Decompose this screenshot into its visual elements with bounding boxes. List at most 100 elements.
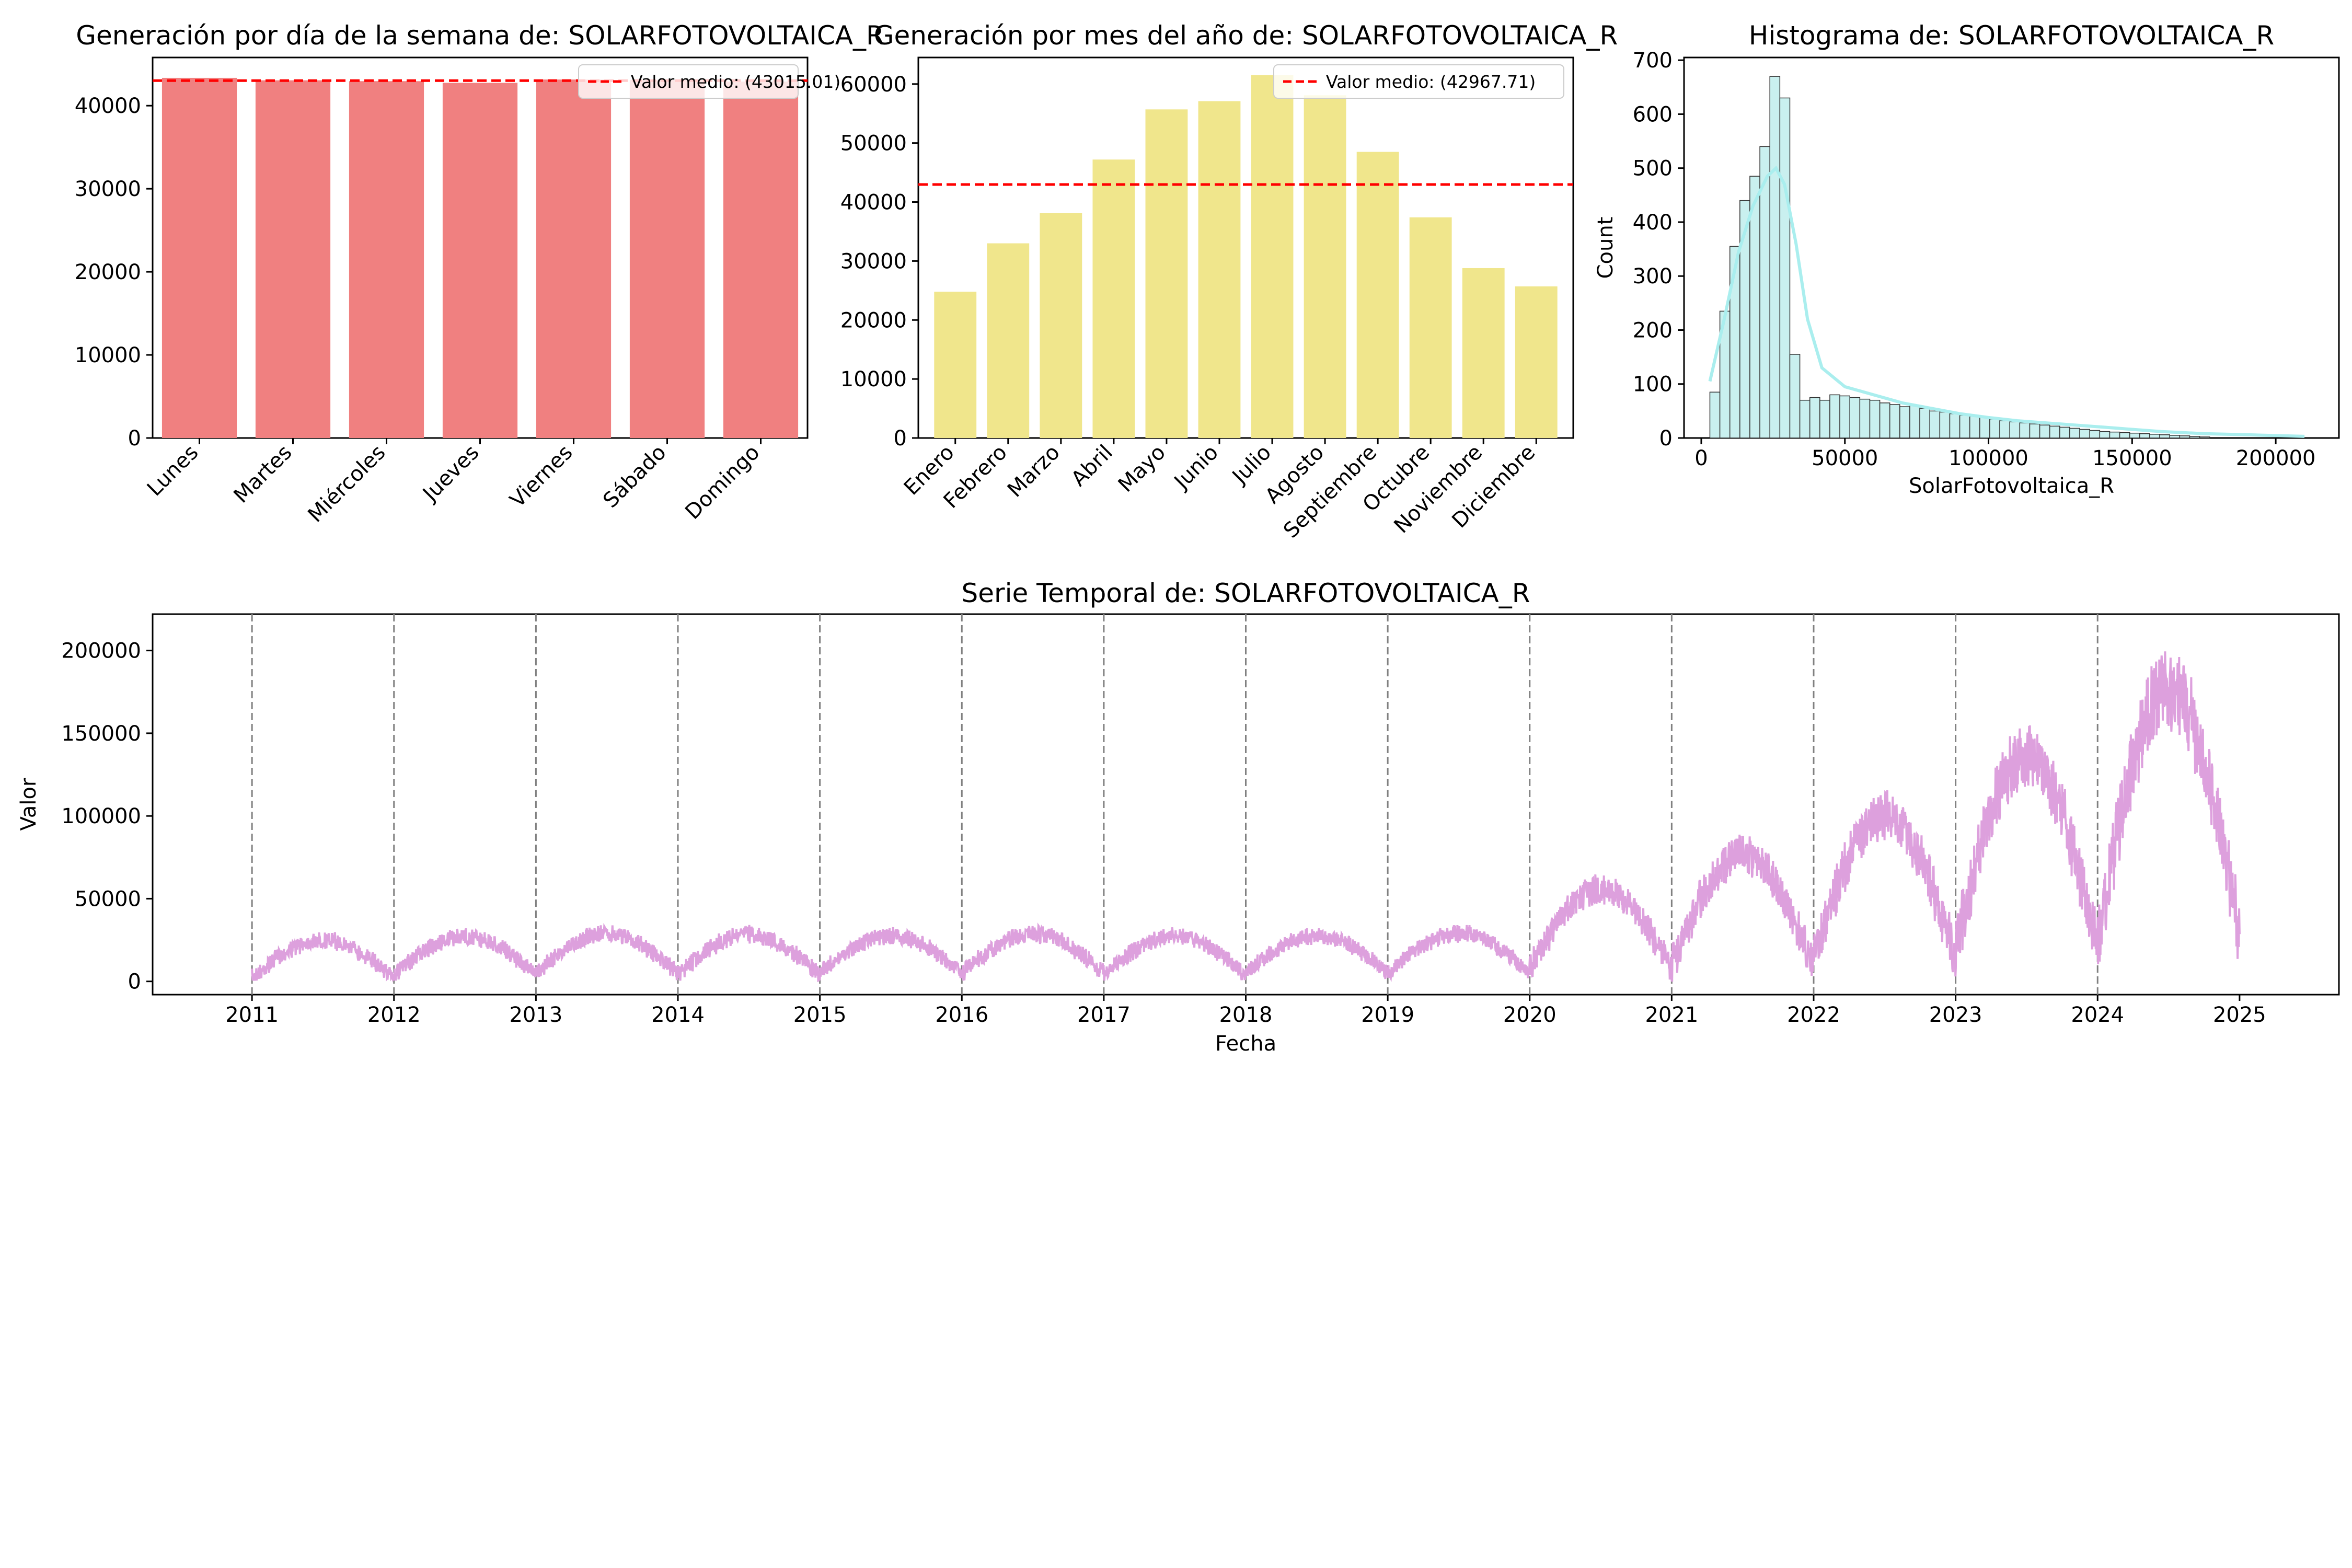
series-line (251, 651, 2241, 983)
histogram-bar (2049, 425, 2060, 439)
x-tick-label: 150000 (2092, 446, 2172, 470)
histogram-bar (1809, 397, 1820, 439)
legend-label: Valor medio: (43015.01) (631, 72, 840, 92)
x-tick-label: Viernes (505, 441, 578, 513)
chart-title: Serie Temporal de: SOLARFOTOVOLTAICA_R (962, 578, 1530, 608)
bar-diciembre (1515, 286, 1558, 438)
x-tick-label: 2012 (367, 1003, 421, 1027)
time-series-chart: 0 50000 100000 150000 200000 2011 2012 2013 2014… (17, 578, 2340, 1056)
histogram-bar (1869, 399, 1881, 439)
x-axis-label: SolarFotovoltaica_R (1909, 474, 2114, 498)
histogram-bar (1799, 399, 1811, 439)
histogram-bar (1769, 76, 1781, 439)
bar-abril (1092, 159, 1135, 438)
bar-julio (1251, 75, 1294, 438)
histogram-bar (1919, 408, 1930, 439)
y-tick-label: 700 (1633, 49, 1673, 73)
x-tick-label: 50000 (1812, 446, 1878, 470)
histogram-bar (2079, 429, 2090, 439)
x-tick-label: 100000 (1949, 446, 2028, 470)
histogram-bar (1879, 402, 1890, 439)
x-tick-label: 2016 (935, 1003, 988, 1027)
histogram-bar (1829, 394, 1840, 439)
y-tick-label: 10000 (840, 367, 907, 391)
bar-martes (255, 80, 331, 438)
y-tick-label: 50000 (840, 132, 907, 156)
histogram-bar (1899, 406, 1910, 439)
x-tick-label: Sábado (598, 441, 671, 513)
histogram-bar (2029, 423, 2040, 439)
x-tick-label: 2024 (2071, 1003, 2124, 1027)
histogram-bar (2019, 422, 2031, 439)
histogram-bar (1959, 414, 1970, 439)
y-tick-label: 40000 (840, 191, 907, 215)
histogram-bar (1939, 411, 1951, 439)
histogram-bar (2199, 436, 2210, 439)
x-tick-label: 2020 (1503, 1003, 1557, 1027)
histogram-bar (1949, 413, 1961, 439)
bar-mayo (1145, 109, 1188, 438)
y-tick-label: 200 (1633, 318, 1673, 342)
x-axis-label: Fecha (1215, 1032, 1276, 1056)
y-tick-label: 500 (1633, 157, 1673, 181)
y-tick-label: 100 (1633, 373, 1673, 397)
y-tick-label: 30000 (75, 177, 141, 201)
x-tick-label: 200000 (2236, 446, 2316, 470)
x-tick-label: 2023 (1929, 1003, 1982, 1027)
bar-febrero (987, 243, 1030, 438)
y-tick-label: 0 (894, 426, 907, 451)
histogram-bar (1859, 398, 1871, 439)
y-tick-label: 400 (1633, 211, 1673, 235)
histogram-bar (1979, 417, 1990, 439)
y-tick-label: 50000 (75, 887, 141, 911)
bar-junio (1198, 101, 1241, 439)
y-tick-label: 0 (1659, 426, 1673, 451)
histogram-bar (1999, 420, 2010, 439)
y-tick-label: 300 (1633, 264, 1673, 289)
histogram-chart: 0 100 200 300 400 500 600 700 0 50000 100000 150000… (1594, 20, 2340, 498)
chart-title: Histograma de: SOLARFOTOVOLTAICA_R (1749, 20, 2274, 51)
x-tick-label: 2014 (651, 1003, 705, 1027)
histogram-bar (1779, 97, 1791, 439)
histogram-bar (1819, 399, 1830, 439)
x-tick-label: Marzo (1003, 441, 1065, 502)
bar-octubre (1409, 217, 1452, 438)
y-tick-label: 20000 (75, 260, 141, 284)
histogram-bar (1789, 354, 1801, 439)
x-tick-label: Miércoles (304, 441, 390, 527)
month-bar-chart: 0100002000030000400005000060000EneroFebr… (840, 20, 1618, 543)
histogram-bar (1839, 395, 1850, 439)
x-tick-label: 2017 (1077, 1003, 1131, 1027)
bar-domingo (723, 82, 799, 438)
histogram-bar (1929, 410, 1941, 439)
x-tick-label: 2025 (2213, 1003, 2266, 1027)
histogram-bar (2149, 434, 2160, 439)
histogram-bar (2159, 434, 2170, 439)
histogram-bar (2069, 428, 2080, 439)
chart-title: Generación por día de la semana de: SOLA… (76, 20, 884, 51)
x-tick-label: 0 (1694, 446, 1708, 470)
x-tick-label: Jueves (417, 441, 483, 507)
histogram-bar (1709, 391, 1721, 439)
legend-box (1273, 64, 1564, 99)
x-tick-label: Julio (1227, 441, 1276, 490)
bar-viernes (536, 79, 612, 439)
x-tick-label: Junio (1169, 441, 1223, 495)
y-tick-label: 100000 (61, 804, 141, 828)
histogram-bar (1849, 397, 1861, 439)
x-tick-label: 2015 (793, 1003, 847, 1027)
plot-frame (917, 56, 1574, 439)
histogram-bar (1969, 416, 1980, 439)
bar-septiembre (1356, 152, 1399, 439)
histogram-bar (1889, 404, 1900, 439)
histogram-bar (2089, 430, 2101, 439)
x-tick-label: Martes (229, 441, 296, 508)
histogram-bar (1989, 419, 2000, 439)
chart-title: Generación por mes del año de: SOLARFOTO… (874, 20, 1618, 51)
bar-noviembre (1462, 268, 1505, 438)
x-tick-label: 2019 (1361, 1003, 1414, 1027)
y-tick-label: 60000 (840, 73, 907, 97)
histogram-bar (1909, 405, 1920, 439)
bar-jueves (442, 83, 518, 438)
x-tick-label: 2013 (509, 1003, 562, 1027)
